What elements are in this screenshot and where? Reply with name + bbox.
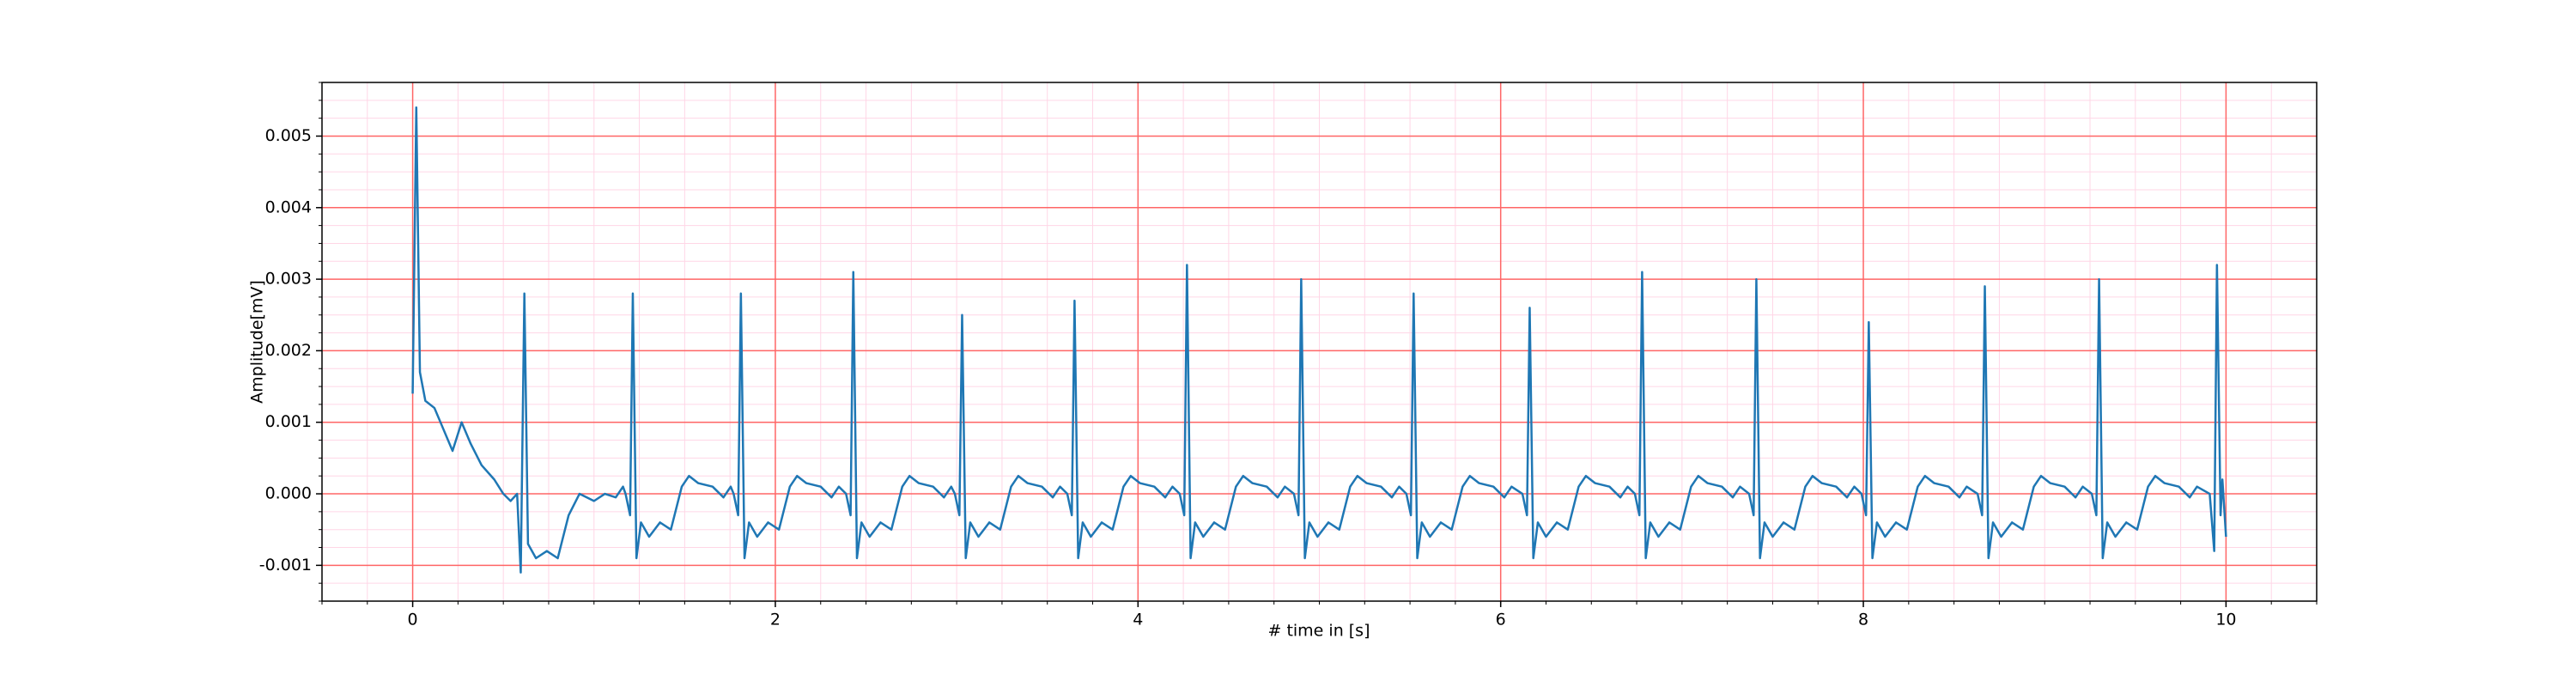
y-tick-label: 0.005 (265, 126, 312, 145)
y-tick-label: 0.001 (265, 412, 312, 431)
x-tick-label: 10 (2215, 611, 2236, 629)
y-tick-label: 0.000 (265, 484, 312, 503)
x-tick-label: 2 (770, 611, 781, 629)
x-tick-label: 8 (1858, 611, 1868, 629)
x-axis-label: # time in [s] (1267, 622, 1370, 641)
y-axis-label: Amplitude[mV] (248, 280, 267, 404)
line-series (411, 106, 2227, 574)
x-tick-label: 0 (408, 611, 418, 629)
plot-frame (321, 82, 2318, 602)
x-tick-label: 6 (1496, 611, 1506, 629)
x-tick-label: 4 (1133, 611, 1143, 629)
y-tick-label: 0.004 (265, 198, 312, 216)
y-tick-label: 0.003 (265, 270, 312, 289)
y-tick-label: -0.001 (259, 556, 312, 575)
y-tick-label: 0.002 (265, 341, 312, 360)
